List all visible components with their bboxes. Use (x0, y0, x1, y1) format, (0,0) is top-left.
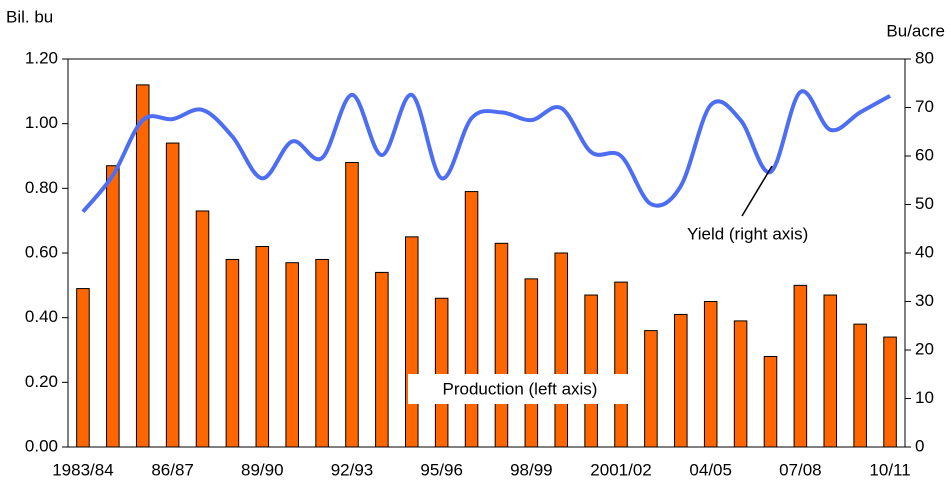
y-tick-label: 0.00 (25, 436, 58, 455)
bar (285, 262, 299, 448)
plot-frame (67, 58, 906, 448)
y-axis-label: Bil. bu (6, 7, 53, 26)
x-tick-label: 95/96 (420, 460, 463, 479)
bar (464, 191, 479, 448)
y2-tick-label: 30 (915, 291, 934, 310)
y2-axis-label: Bu/acre (886, 21, 945, 40)
bar (225, 258, 240, 448)
annotation: Production (left axis) (443, 379, 598, 398)
bar (703, 301, 718, 448)
bar (165, 142, 180, 448)
bar (494, 242, 509, 448)
y2-tick-label: 60 (915, 145, 934, 164)
bar (853, 323, 867, 448)
x-tick-label: 1983/84 (52, 460, 113, 479)
bar (644, 330, 658, 448)
bar (674, 313, 688, 448)
x-tick-label: 10/11 (869, 460, 910, 479)
bar (404, 236, 419, 448)
bar (315, 258, 329, 448)
y2-tick-label: 50 (915, 194, 934, 213)
y2-tick-label: 10 (915, 388, 934, 407)
y-tick-label: 0.20 (25, 372, 58, 391)
x-tick-label: 98/99 (510, 460, 553, 479)
x-tick-label: 89/90 (241, 460, 284, 479)
y-tick-label: 0.80 (25, 178, 58, 197)
y2-tick-label: 80 (915, 48, 934, 67)
bar (614, 281, 628, 448)
line (81, 89, 892, 214)
y-tick-label: 1.00 (25, 113, 58, 132)
y-tick-label: 0.60 (25, 242, 58, 261)
y2-tick-label: 70 (915, 97, 934, 116)
x-tick-label: 2001/02 (590, 460, 651, 479)
bar (524, 278, 539, 448)
bar (763, 355, 778, 448)
x-tick-label: 07/08 (779, 460, 822, 479)
bar (733, 320, 748, 448)
y2-tick-label: 20 (915, 339, 934, 358)
y-tick-label: 1.20 (25, 48, 58, 67)
bar (76, 288, 90, 448)
bar (255, 246, 270, 448)
x-tick-label: 86/87 (151, 460, 194, 479)
bar (584, 294, 598, 448)
bar (434, 297, 449, 448)
bar (345, 161, 359, 448)
bar (135, 84, 150, 448)
x-tick-label: 04/05 (689, 460, 732, 479)
y2-tick-label: 0 (915, 436, 924, 455)
bar (554, 252, 569, 448)
bar (823, 294, 838, 448)
bar (793, 284, 808, 448)
bar (106, 165, 120, 448)
x-tick-label: 92/93 (331, 460, 374, 479)
bar (883, 336, 897, 448)
annotation: Yield (right axis) (687, 224, 808, 243)
annotation-leader (741, 165, 773, 217)
y-tick-label: 0.40 (25, 307, 58, 326)
bar (375, 271, 389, 448)
bar (195, 210, 210, 448)
y2-tick-label: 40 (915, 242, 934, 261)
label-box (408, 374, 632, 404)
